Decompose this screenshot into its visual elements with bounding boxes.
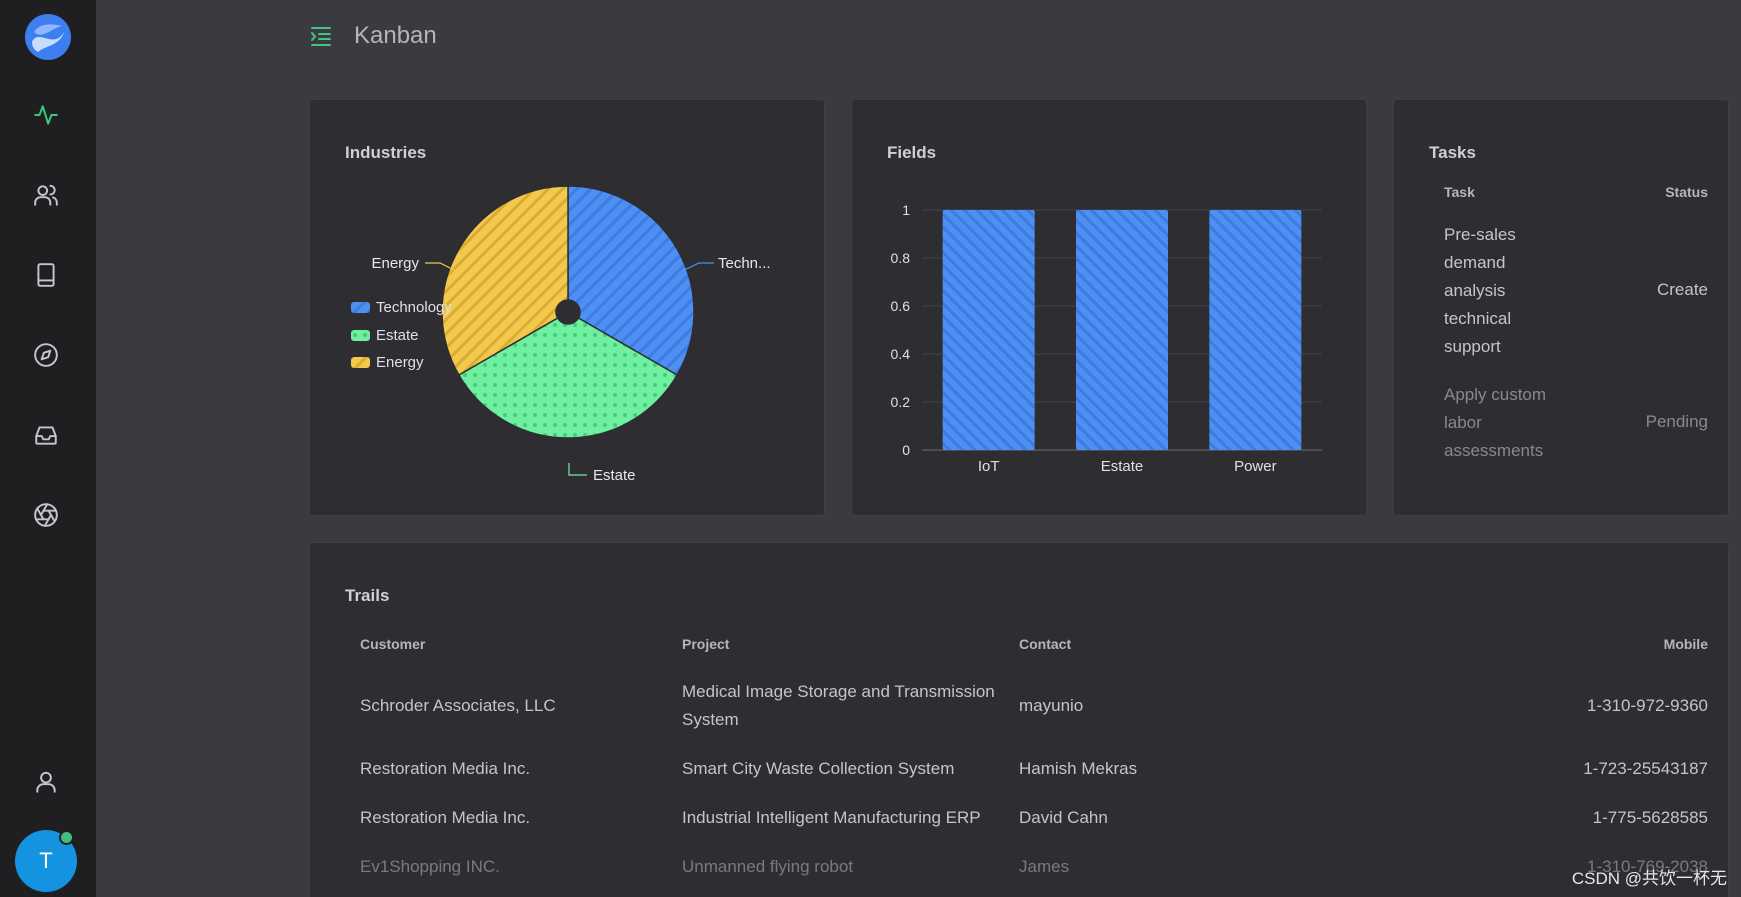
cell-customer: Ev1Shopping INC. (360, 857, 500, 876)
legend-label-estate[interactable]: Estate (376, 327, 419, 344)
cell-mobile: 1-775-5628585 (1592, 808, 1708, 827)
tasks-title: Tasks (1429, 143, 1476, 162)
technology-leader-line (677, 262, 714, 274)
cell-contact: mayunio (1019, 696, 1084, 715)
inbox-icon[interactable] (26, 415, 66, 455)
trails-col-contact: Contact (1019, 636, 1072, 652)
cell-mobile: 1-310-769-2038 (1587, 857, 1708, 876)
pie-label-energy: Energy (371, 255, 419, 272)
y-tick-label: 0.8 (891, 250, 911, 266)
x-tick-label: Power (1234, 458, 1277, 475)
cell-contact: James (1019, 857, 1070, 876)
fields-card: Fields 0 0.2 0.4 0.6 0.8 1 IoT Estate Power (851, 99, 1367, 516)
y-tick-label: 0.2 (891, 394, 911, 410)
legend-swatch-estate[interactable] (351, 330, 370, 341)
fields-bar-chart: 0 0.2 0.4 0.6 0.8 1 IoT Estate Power (891, 202, 1322, 475)
pie-label-estate: Estate (593, 467, 636, 484)
book-icon[interactable] (26, 255, 66, 295)
x-tick-label: Estate (1101, 458, 1144, 475)
tasks-col-task: Task (1444, 184, 1475, 200)
y-tick-label: 1 (902, 202, 910, 218)
estate-leader-line (568, 463, 587, 476)
bar-iot[interactable] (942, 210, 1035, 450)
y-tick-label: 0 (902, 442, 910, 458)
task-status: Pending (1645, 412, 1708, 431)
task-name[interactable]: Apply custom labor assessments (1444, 385, 1547, 460)
tasks-col-status: Status (1665, 184, 1708, 200)
bar-power[interactable] (1209, 210, 1302, 450)
energy-leader-line (425, 262, 461, 274)
users-icon[interactable] (26, 175, 66, 215)
x-tick-label: IoT (978, 458, 1000, 475)
menu-toggle-icon[interactable] (309, 24, 333, 48)
cell-project: Smart City Waste Collection System (682, 759, 955, 778)
tasks-card: Tasks Task Status Pre-sales demand analy… (1393, 99, 1729, 516)
task-name[interactable]: Pre-sales demand analysis technical supp… (1444, 225, 1516, 356)
industries-title: Industries (345, 143, 427, 162)
activity-icon[interactable] (26, 95, 66, 135)
legend-swatch-energy[interactable] (351, 357, 370, 368)
cell-contact: David Cahn (1019, 808, 1108, 827)
bar-estate[interactable] (1076, 210, 1168, 450)
online-status-dot (59, 830, 74, 845)
legend-label-technology[interactable]: Technology (376, 299, 452, 316)
watermark: CSDN @共饮一杯无 (1571, 869, 1727, 888)
trails-col-mobile: Mobile (1663, 636, 1708, 652)
cell-customer: Schroder Associates, LLC (360, 696, 556, 715)
trails-col-project: Project (682, 636, 730, 652)
cell-project: Industrial Intelligent Manufacturing ERP (682, 808, 981, 827)
pie-slice-energy[interactable] (441, 185, 569, 377)
y-tick-label: 0.4 (891, 346, 911, 362)
task-status: Create (1656, 280, 1708, 299)
avatar-letter: T (39, 848, 53, 873)
cell-customer: Restoration Media Inc. (360, 808, 531, 827)
cell-contact: Hamish Mekras (1019, 759, 1138, 778)
trails-col-customer: Customer (360, 636, 426, 652)
compass-icon[interactable] (26, 335, 66, 375)
sidebar (0, 0, 96, 897)
trails-card: Trails Customer Project Contact Mobile S… (309, 542, 1729, 897)
page-title: Kanban (354, 22, 437, 49)
app-logo[interactable] (24, 12, 72, 62)
cell-project: Medical Image Storage and Transmission S… (682, 682, 995, 729)
cell-project: Unmanned flying robot (682, 857, 854, 876)
y-tick-label: 0.6 (891, 298, 911, 314)
cell-mobile: 1-723-25543187 (1583, 759, 1708, 778)
industries-card: Industries Techn... Estate Energy Techno (309, 99, 825, 516)
industries-pie-chart: Techn... Estate Energy Technology Estate… (351, 185, 771, 484)
trails-title: Trails (345, 586, 390, 605)
fields-title: Fields (887, 143, 937, 162)
legend-swatch-technology[interactable] (351, 302, 370, 313)
cell-mobile: 1-310-972-9360 (1587, 696, 1708, 715)
pie-slice-estate[interactable] (457, 316, 679, 439)
cell-customer: Restoration Media Inc. (360, 759, 531, 778)
legend-label-energy[interactable]: Energy (376, 354, 424, 371)
user-icon[interactable] (26, 762, 66, 802)
pie-label-technology: Techn... (718, 255, 771, 272)
avatar[interactable]: T (15, 830, 77, 892)
aperture-icon[interactable] (26, 495, 66, 535)
pie-slice-technology[interactable] (567, 185, 695, 377)
